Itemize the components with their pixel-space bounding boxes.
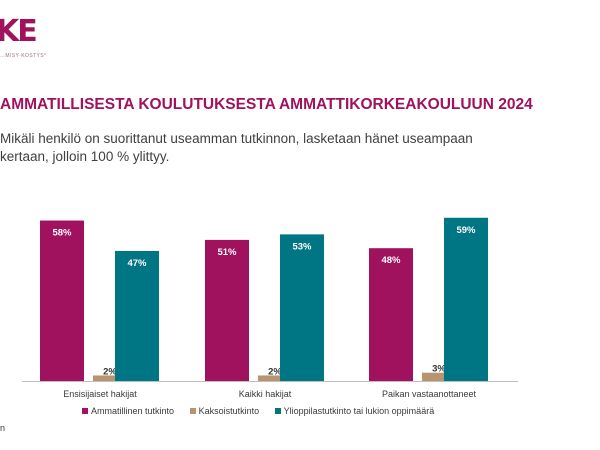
brand-logo: KE xyxy=(0,14,38,49)
bar xyxy=(258,375,288,381)
chart-title: AMMATILLISESTA KOULUTUKSESTA AMMATTIKORK… xyxy=(0,96,533,113)
bar xyxy=(40,220,84,381)
data-label: 58% xyxy=(52,228,72,239)
bar xyxy=(444,217,488,381)
x-tick-label: Kaikki hakijat xyxy=(239,389,292,399)
legend-item-ammatillinen: Ammatillinen tutkinto xyxy=(82,406,174,416)
data-label: 2% xyxy=(103,366,117,377)
data-label: 48% xyxy=(381,255,401,266)
bar-chart: 58% 2% 47% Ensisijaiset hakijat 51% 2% 53% Kaik… xyxy=(22,217,518,399)
x-tick-label: Paikan vastaanottaneet xyxy=(382,389,477,399)
bar xyxy=(369,248,413,381)
legend-item-kaksoistutkinto: Kaksoistutkinto xyxy=(189,406,260,416)
bar xyxy=(115,250,159,381)
legend-label: Ylioppilastutkinto tai lukion oppimäärä xyxy=(283,406,435,416)
data-label: 2% xyxy=(268,366,282,377)
data-label: 59% xyxy=(456,225,476,236)
legend-label: Kaksoistutkinto xyxy=(198,406,260,416)
brand-tagline: …MISY·KOSTYS° xyxy=(0,53,47,59)
legend-label: Ammatillinen tutkinto xyxy=(91,406,175,416)
chart-legend: Ammatillinen tutkinto Kaksoistutkinto Yl… xyxy=(82,406,447,416)
footnote: n xyxy=(0,423,6,433)
bar xyxy=(422,372,452,381)
data-label: 51% xyxy=(217,247,237,258)
chart-subtitle: Mikäli henkilö on suorittanut useamman t… xyxy=(0,131,473,164)
bar xyxy=(205,239,249,381)
data-label: 47% xyxy=(127,258,147,269)
bar xyxy=(93,375,123,381)
bar xyxy=(280,234,324,381)
legend-swatch-teal xyxy=(274,408,281,414)
data-label: 53% xyxy=(292,241,312,252)
x-tick-label: Ensisijaiset hakijat xyxy=(63,389,137,399)
legend-swatch-magenta xyxy=(82,408,88,414)
legend-item-ylioppilastutkinto: Ylioppilastutkinto tai lukion oppimäärä xyxy=(274,406,435,416)
data-label: 3% xyxy=(432,364,446,375)
legend-swatch-tan xyxy=(189,408,196,414)
